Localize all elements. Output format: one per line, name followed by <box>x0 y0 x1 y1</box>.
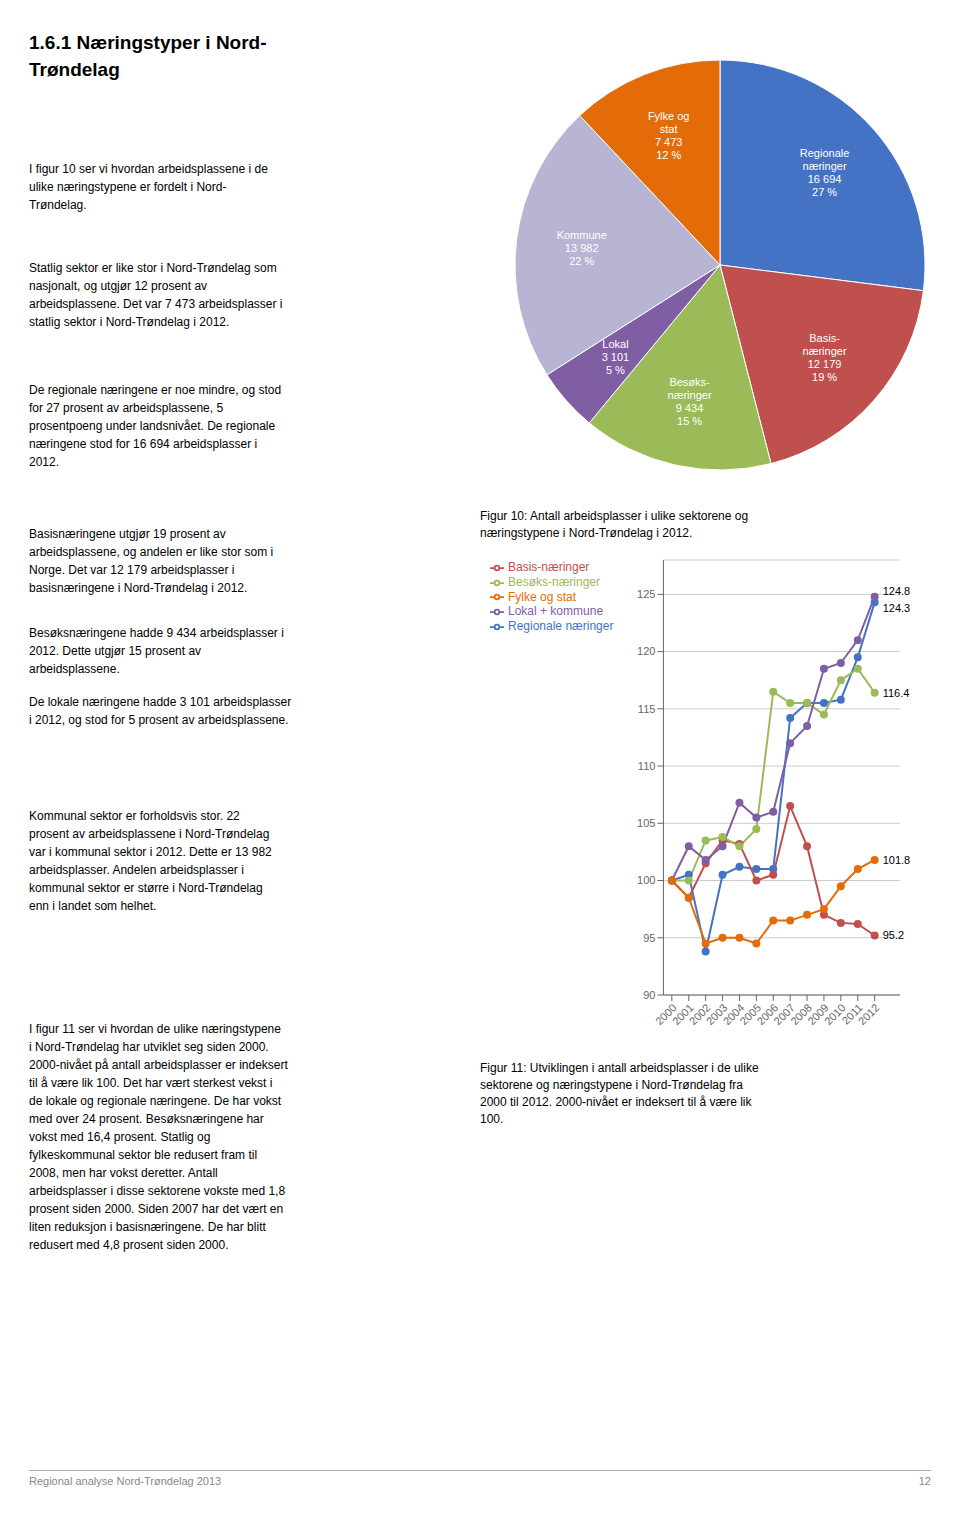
svg-text:2000: 2000 <box>653 1001 679 1028</box>
html-text:Besøksnæringene hadde 9 434 ar: Besøksnæringene hadde 9 434 arbeidsplass… <box>29 626 284 676</box>
svg-text:2009: 2009 <box>805 1001 831 1028</box>
svg-text:110: 110 <box>638 760 656 772</box>
html-text:1.6.1 Næringstyper i Nord- Trø: 1.6.1 Næringstyper i Nord- Trøndelag <box>29 32 267 80</box>
svg-text:2004: 2004 <box>720 1001 747 1028</box>
svg-text:95.2: 95.2 <box>883 929 904 941</box>
html-text:Fylke og stat: Fylke og stat <box>508 589 576 604</box>
html-text:Regionale næringer: Regionale næringer <box>508 619 614 634</box>
svg-text:116.4: 116.4 <box>883 687 910 699</box>
svg-text:Regionalenæringer16 69427 %: Regionalenæringer16 69427 % <box>800 147 850 198</box>
svg-text:101.8: 101.8 <box>883 854 911 866</box>
html-text:Figur 10: Antall arbeidsplasse: Figur 10: Antall arbeidsplasser i ulike … <box>480 509 749 540</box>
svg-text:2008: 2008 <box>788 1001 814 1028</box>
svg-text:124.3: 124.3 <box>883 602 911 614</box>
svg-text:115: 115 <box>638 703 656 715</box>
html-text:Lokal + kommune: Lokal + kommune <box>508 604 604 619</box>
html-text:Figur 11: Utviklingen i antall: Figur 11: Utviklingen i antall arbeidspl… <box>480 1061 759 1126</box>
svg-text:2012: 2012 <box>856 1001 882 1027</box>
html-text:Basisnæringene utgjør 19 prose: Basisnæringene utgjør 19 prosent av arbe… <box>29 527 274 595</box>
svg-text:2006: 2006 <box>754 1001 781 1028</box>
svg-text:Besøks-næringer9 43415 %: Besøks-næringer9 43415 % <box>668 376 712 427</box>
svg-text:2003: 2003 <box>703 1001 730 1028</box>
html-text:Regional analyse Nord-Trøndela: Regional analyse Nord-Trøndelag 2013 <box>29 1475 222 1487</box>
html-text:Statlig sektor er like stor i: Statlig sektor er like stor i Nord-Trønd… <box>29 261 283 329</box>
html-text:De lokale næringene hadde 3 10: De lokale næringene hadde 3 101 arbeidsp… <box>29 695 292 727</box>
svg-text:2007: 2007 <box>771 1001 798 1028</box>
html-text:I figur 11 ser vi hvordan de u: I figur 11 ser vi hvordan de ulike nærin… <box>29 1022 288 1252</box>
svg-text:2002: 2002 <box>686 1001 713 1028</box>
svg-text:Kommune13 98222 %: Kommune13 98222 % <box>557 229 607 267</box>
html-text:Basis-næringer: Basis-næringer <box>508 560 590 574</box>
svg-text:Basis-næringer12 17919 %: Basis-næringer12 17919 % <box>803 332 847 383</box>
svg-text:2005: 2005 <box>737 1001 764 1028</box>
svg-text:124.8: 124.8 <box>883 585 911 597</box>
html-text:Kommunal sektor er forholdsvis: Kommunal sektor er forholdsvis stor. 22 … <box>29 809 272 913</box>
html-text:De regionale næringene er noe: De regionale næringene er noe mindre, og… <box>29 383 282 469</box>
html-text:I figur 10 ser vi hvordan arbe: I figur 10 ser vi hvordan arbeidsplassen… <box>29 162 268 212</box>
svg-text:100: 100 <box>637 874 655 886</box>
svg-text:2010: 2010 <box>822 1001 848 1028</box>
svg-text:2001: 2001 <box>669 1001 696 1028</box>
svg-text:Fylke ogstat7 47312 %: Fylke ogstat7 47312 % <box>648 110 690 161</box>
svg-text:105: 105 <box>637 817 655 829</box>
svg-text:90: 90 <box>643 989 655 1001</box>
svg-text:95: 95 <box>643 932 655 944</box>
svg-text:2011: 2011 <box>839 1001 865 1027</box>
svg-text:120: 120 <box>637 645 655 657</box>
html-text:12: 12 <box>918 1475 931 1487</box>
html-text:Besøks-næringer: Besøks-næringer <box>508 574 600 589</box>
svg-text:Lokal3 1015 %: Lokal3 1015 % <box>602 338 630 376</box>
svg-text:125: 125 <box>637 588 655 600</box>
